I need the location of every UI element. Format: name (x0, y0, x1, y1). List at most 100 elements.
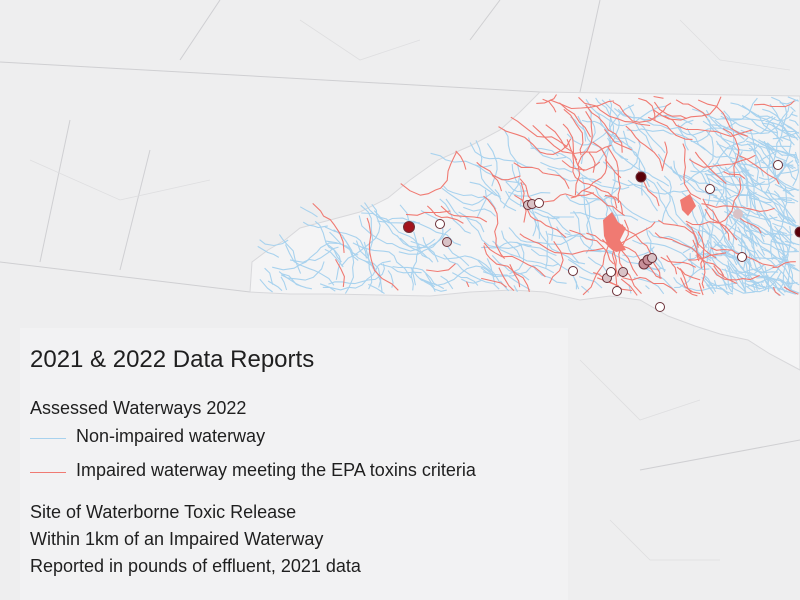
waterway-segment (476, 161, 521, 181)
waterway-segment (570, 141, 608, 199)
waterway-segment (694, 151, 727, 185)
waterway-segment (410, 267, 436, 288)
waterway-segment (710, 247, 775, 267)
waterway-segment (483, 195, 506, 259)
waterway-segment (534, 211, 560, 220)
waterway-segment (563, 108, 584, 156)
waterway-segment (366, 217, 399, 291)
waterway-segment (626, 128, 706, 151)
sites-units-note: Reported in pounds of effluent, 2021 dat… (30, 556, 361, 576)
waterway-segment (363, 260, 383, 293)
release-site (773, 160, 783, 170)
waterway-segment (750, 222, 789, 291)
waterway-segment (299, 206, 318, 218)
release-site (442, 237, 452, 247)
waterway-segment (673, 277, 729, 296)
waterway-segment (480, 264, 555, 278)
waterway-segment (749, 128, 759, 183)
waterway-segment (753, 100, 795, 108)
waterway-segment (532, 264, 567, 284)
waterway-segment (708, 282, 736, 287)
waterway-segment (679, 129, 714, 186)
waterway-segment (446, 245, 470, 267)
county-borders (29, 19, 791, 561)
waterway-segment (654, 232, 706, 289)
release-site (635, 171, 647, 183)
impaired-waterways (312, 94, 799, 297)
waterway-segment (701, 272, 717, 293)
waterway-segment (593, 271, 633, 292)
waterway-segment (380, 263, 422, 274)
blue-line-swatch (30, 438, 66, 439)
waterway-segment (702, 120, 780, 152)
waterway-segment (685, 178, 742, 226)
waterway-segment (400, 151, 458, 196)
waterway-segment (342, 236, 355, 294)
waterway-segment (363, 241, 373, 290)
waterway-segment (481, 241, 557, 257)
waterway-segment (737, 226, 746, 269)
waterway-segment (757, 114, 784, 142)
waterway-segment (377, 217, 416, 223)
waterway-segment (724, 268, 733, 293)
waterway-segment (709, 209, 715, 259)
toxic-release-sites (403, 160, 800, 312)
waterway-segment (673, 160, 682, 182)
waterway-segment (772, 131, 799, 140)
waterway-segment (469, 142, 533, 168)
waterway-segment (656, 181, 708, 249)
waterway-segment (566, 104, 635, 146)
waterway-segment (777, 197, 792, 201)
waterway-segment (764, 275, 785, 296)
waterway-segment (666, 255, 678, 275)
waterway-segment (426, 263, 456, 273)
waterway-segment (760, 189, 797, 224)
waterway-segment (622, 276, 678, 294)
waterway-segment (647, 116, 693, 140)
waterway-segment (645, 177, 678, 226)
waterway-segment (706, 177, 732, 197)
waterway-segment (761, 141, 792, 147)
waterway-segment (257, 245, 280, 258)
waterway-segment (758, 169, 799, 180)
waterway-segment (723, 176, 729, 235)
waterway-segment (688, 154, 756, 168)
waterway-segment (612, 179, 689, 195)
waterway-segment (628, 104, 654, 152)
waterway-segment (620, 278, 638, 296)
waterway-segment (754, 225, 792, 273)
waterway-segment (706, 151, 743, 176)
waterway-segment (664, 115, 753, 137)
waterway-segment (790, 106, 796, 112)
waterway-segment (412, 220, 461, 246)
waterway-segment (783, 286, 799, 295)
waterway-segment (574, 111, 593, 196)
waterway-segment (486, 258, 496, 285)
waterway-segment (463, 206, 496, 217)
waterway-segment (533, 219, 586, 265)
waterway-segment (505, 181, 528, 193)
waterway-segment (720, 287, 734, 295)
waterway-segment (701, 203, 775, 212)
waterway-segment (465, 216, 485, 233)
waterway-segment (455, 150, 467, 170)
waterway-segment (743, 177, 799, 203)
waterway-segment (540, 161, 573, 173)
waterway-segment (697, 231, 705, 269)
waterway-segment (360, 204, 374, 258)
waterway-segment (559, 102, 592, 138)
waterway-segment (325, 240, 359, 256)
waterway-segment (440, 205, 488, 223)
waterway-segment (312, 203, 345, 253)
waterway-segment (701, 212, 735, 252)
legend-label: Non-impaired waterway (76, 426, 266, 446)
waterway-segment (461, 278, 482, 284)
waterway-segment (612, 101, 672, 123)
waterway-segment (368, 283, 385, 295)
waterway-segment (322, 260, 391, 291)
waterway-segment (486, 143, 498, 187)
waterway-segment (281, 273, 313, 290)
waterway-segment (657, 219, 717, 259)
waterway-segment (627, 179, 658, 212)
release-site (794, 226, 800, 238)
